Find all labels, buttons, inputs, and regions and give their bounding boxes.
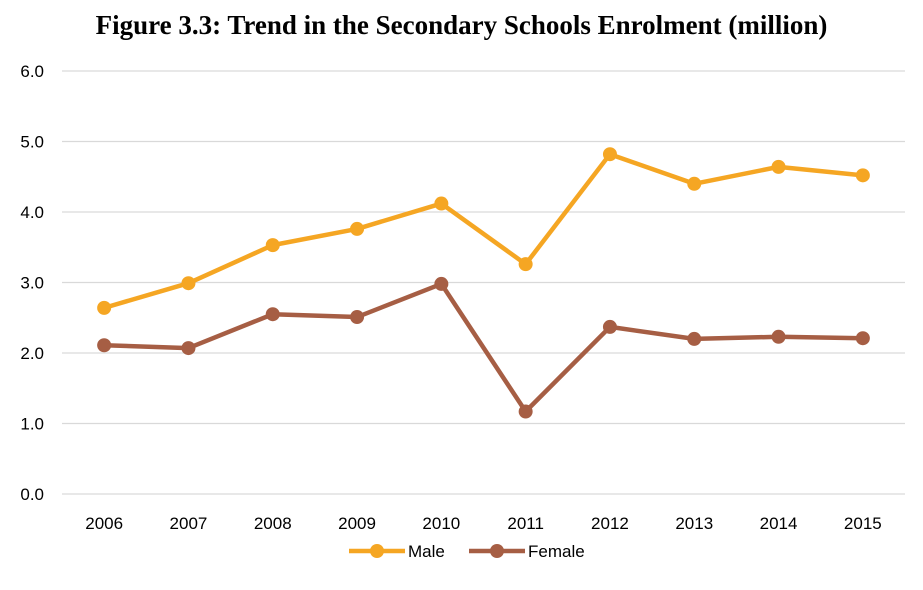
y-tick-label: 0.0	[20, 485, 44, 504]
data-point-male	[518, 257, 533, 272]
series-line-male	[103, 151, 864, 311]
legend-label-female: Female	[528, 542, 585, 561]
series-group	[97, 147, 870, 419]
data-point-male	[855, 168, 870, 183]
x-tick-label: 2009	[338, 514, 376, 533]
legend-marker-female	[490, 544, 504, 558]
chart-title: Figure 3.3: Trend in the Secondary Schoo…	[95, 10, 828, 40]
data-point-male	[181, 276, 196, 291]
x-tick-label: 2015	[844, 514, 882, 533]
y-tick-label: 3.0	[20, 274, 44, 293]
data-point-female	[855, 331, 870, 346]
data-point-male	[771, 159, 786, 174]
data-point-male	[265, 238, 280, 253]
y-tick-label: 1.0	[20, 415, 44, 434]
data-point-male	[687, 176, 702, 191]
data-point-male	[602, 147, 617, 162]
y-tick-label: 2.0	[20, 344, 44, 363]
data-point-female	[518, 404, 533, 419]
data-point-female	[97, 338, 112, 353]
grid-lines	[62, 70, 905, 495]
data-point-male	[97, 300, 112, 315]
x-tick-label: 2013	[675, 514, 713, 533]
data-point-female	[434, 276, 449, 291]
x-tick-label: 2014	[760, 514, 798, 533]
series-line-female	[104, 281, 863, 414]
x-tick-label: 2007	[170, 514, 208, 533]
data-point-female	[687, 331, 702, 346]
data-point-female	[181, 341, 196, 356]
y-tick-label: 6.0	[20, 62, 44, 81]
data-point-female	[350, 310, 365, 325]
legend-label-male: Male	[408, 542, 445, 561]
x-tick-label: 2012	[591, 514, 629, 533]
x-tick-label: 2010	[422, 514, 460, 533]
y-tick-label: 4.0	[20, 203, 44, 222]
y-axis-ticks: 0.0 1.0 2.0 3.0 4.0 5.0 6.0	[20, 62, 44, 504]
x-tick-label: 2011	[507, 514, 544, 533]
y-tick-label: 5.0	[20, 133, 44, 152]
data-point-female	[771, 329, 786, 344]
data-point-female	[265, 307, 280, 322]
data-point-male	[434, 196, 449, 211]
legend: Male Female	[349, 542, 585, 561]
data-point-female	[602, 319, 617, 334]
data-point-male	[350, 221, 365, 236]
x-axis-ticks: 2006 2007 2008 2009 2010 2011 2012 2013 2014 2015	[85, 514, 882, 533]
x-tick-label: 2006	[85, 514, 123, 533]
x-tick-label: 2008	[254, 514, 292, 533]
legend-marker-male	[370, 544, 384, 558]
